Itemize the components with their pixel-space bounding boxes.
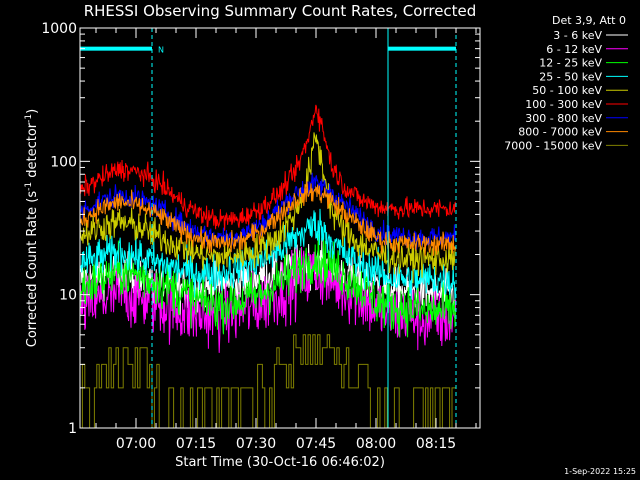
legend-label: 50 - 100 keV: [532, 84, 602, 97]
x-tick-label: 08:00: [356, 436, 396, 452]
chart-title: RHESSI Observing Summary Count Rates, Co…: [84, 2, 477, 20]
night-marker-label: N: [158, 46, 164, 55]
y-axis-title-sup2: -1: [24, 114, 34, 123]
x-tick-label: 07:00: [116, 436, 156, 452]
y-axis-title-end: ): [25, 109, 40, 114]
legend-label: 100 - 300 keV: [525, 98, 602, 111]
series-line-7: [79, 180, 457, 257]
legend-title: Det 3,9, Att 0: [552, 14, 626, 27]
legend-label: 7000 - 15000 keV: [504, 139, 602, 152]
x-axis-title: Start Time (30-Oct-16 06:46:02): [175, 455, 385, 470]
y-axis-title-main: Corrected Count Rate (s: [25, 191, 40, 348]
x-axis: 07:00 07:15 07:30 07:45 08:00 08:15: [95, 28, 477, 452]
series-line-6: [79, 172, 457, 250]
x-tick-label: 08:15: [416, 436, 456, 452]
legend-label: 12 - 25 keV: [539, 57, 602, 70]
series-line-5: [79, 104, 457, 231]
legend-label: 3 - 6 keV: [553, 29, 602, 42]
series-line-3: [79, 208, 457, 300]
y-axis-title: Corrected Count Rate (s-1 detector-1): [24, 109, 40, 347]
y-axis-title-sup1: -1: [24, 182, 34, 191]
y-axis: 1 10 100 1000: [41, 21, 480, 437]
legend-label: 25 - 50 keV: [539, 70, 602, 83]
legend-label: 300 - 800 keV: [525, 112, 602, 125]
legend-label: 6 - 12 keV: [546, 43, 602, 56]
y-tick-label: 10: [59, 288, 77, 304]
series-line-1: [79, 246, 457, 353]
plot-timestamp: 1-Sep-2022 15:25: [564, 467, 636, 476]
series-line-2: [79, 234, 457, 338]
x-tick-label: 07:30: [236, 436, 276, 452]
y-axis-title-mid: detector: [25, 122, 40, 182]
plot-frame: [79, 27, 481, 429]
y-tick-label: 1: [68, 421, 77, 437]
y-tick-label: 100: [50, 154, 77, 170]
series-layer: [79, 104, 457, 429]
night-bar-1: [388, 46, 456, 51]
x-tick-label: 07:45: [296, 436, 336, 452]
y-tick-label: 1000: [41, 21, 77, 37]
night-bar-0: [80, 46, 152, 51]
x-tick-label: 07:15: [176, 436, 216, 452]
legend-label: 800 - 7000 keV: [518, 126, 602, 139]
